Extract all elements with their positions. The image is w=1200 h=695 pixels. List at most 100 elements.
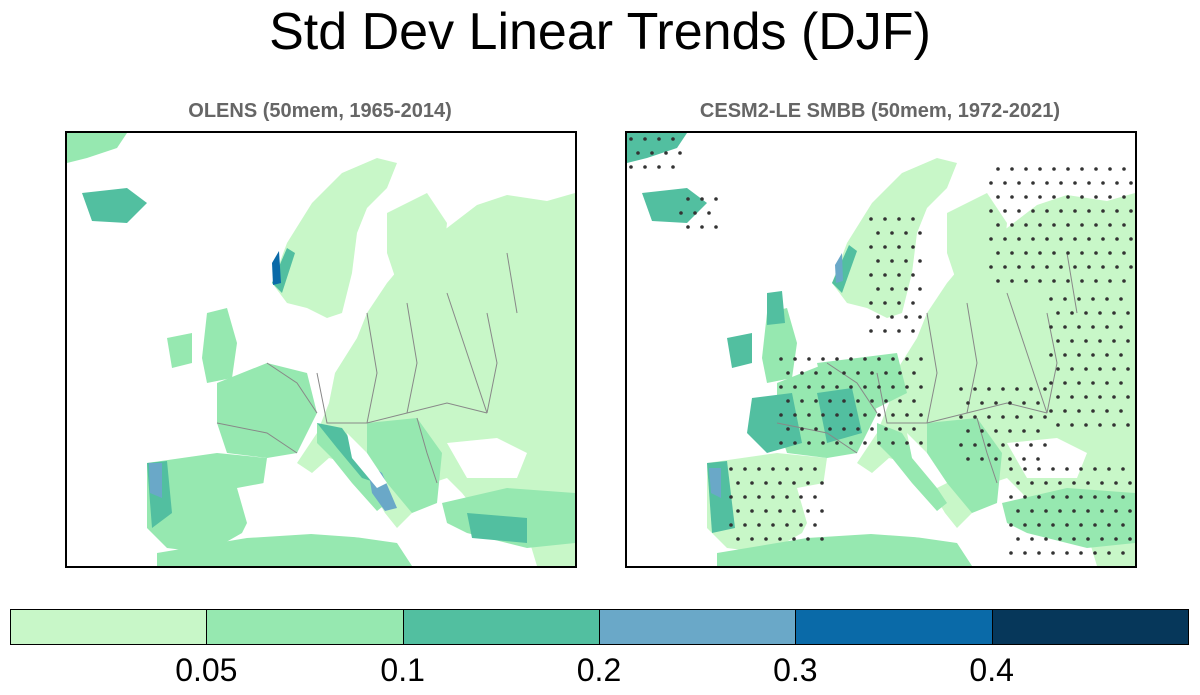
colorbar-box: [10, 609, 208, 645]
stipple-dot: [650, 151, 654, 155]
stipple-dot: [1037, 551, 1041, 555]
stipple-dot: [890, 259, 894, 263]
stipple-dot: [1091, 353, 1095, 357]
map-cesm2: [627, 133, 1135, 566]
stipple-dot: [835, 385, 839, 389]
stipple-dot: [1044, 481, 1048, 485]
stipple-dot: [1122, 251, 1126, 255]
stipple-dot: [1070, 423, 1074, 427]
stipple-dot: [1107, 467, 1111, 471]
country-borders: [216, 252, 518, 484]
stipple-dot: [1080, 251, 1084, 255]
stipple-dot: [883, 217, 887, 221]
stipple-dot: [764, 481, 768, 485]
stipple-dot: [1084, 311, 1088, 315]
stipple-dot: [904, 315, 908, 319]
stipple-dot: [1003, 237, 1007, 241]
stipple-dot: [849, 357, 853, 361]
stipple-dot: [1115, 181, 1119, 185]
land-britain: [202, 308, 237, 383]
stipple-dot: [1073, 265, 1077, 269]
stipple-dot: [686, 197, 690, 201]
stipple-dot: [912, 427, 916, 431]
stipple-dot: [1056, 395, 1060, 399]
trend-turkey-south: [467, 513, 527, 543]
colorbar-box: [795, 609, 993, 645]
stipple-dot: [714, 225, 718, 229]
stipple-dot: [1087, 209, 1091, 213]
stipple-dot: [891, 357, 895, 361]
stipple-dot: [1114, 509, 1118, 513]
stipple-dot: [1037, 467, 1041, 471]
stipple-dot: [679, 211, 683, 215]
land-italy: [317, 423, 387, 511]
stipple-dot: [883, 329, 887, 333]
stipple-dot: [1119, 381, 1123, 385]
stipple-dot: [1122, 223, 1126, 227]
stipple-dot: [1114, 481, 1118, 485]
stipple-dot: [664, 151, 668, 155]
stipple-dot: [657, 137, 661, 141]
stipple-dot: [1119, 353, 1123, 357]
stipple-dot: [1066, 195, 1070, 199]
stipple-dot: [1073, 237, 1077, 241]
stipple-dot: [828, 399, 832, 403]
stipple-dot: [1093, 523, 1097, 527]
stipple-dot: [1128, 481, 1132, 485]
stipple-dot: [918, 259, 922, 263]
stipple-dot: [835, 441, 839, 445]
stipple-dot: [966, 457, 970, 461]
stipple-dot: [1003, 209, 1007, 213]
stipple-dot: [1031, 265, 1035, 269]
stipple-dot: [1112, 367, 1116, 371]
stipple-dot: [729, 467, 733, 471]
land-balkans: [927, 418, 1002, 513]
stipple-dot: [919, 357, 923, 361]
trend-iberia-peak: [709, 468, 721, 498]
trend-iceland: [97, 195, 132, 215]
stipple-dot: [884, 427, 888, 431]
stipple-dot: [989, 181, 993, 185]
stipple-dot: [678, 151, 682, 155]
stipple-dot: [869, 217, 873, 221]
stipple-dot: [786, 371, 790, 375]
stipple-dot: [959, 443, 963, 447]
stipple-dot: [813, 495, 817, 499]
stipple-dot: [994, 457, 998, 461]
stipple-dot: [980, 401, 984, 405]
country-borders: [776, 252, 1078, 484]
stipple-dot: [876, 287, 880, 291]
land-finland: [387, 193, 447, 293]
stipple-dot: [883, 301, 887, 305]
stipple-dot: [1119, 297, 1123, 301]
stipple-dot: [891, 413, 895, 417]
map-olens: [67, 133, 575, 566]
stipple-dot: [1009, 551, 1013, 555]
stipple-dot: [1065, 495, 1069, 499]
stipple-dot: [793, 357, 797, 361]
stipple-dot: [1051, 467, 1055, 471]
stipple-dot: [1086, 481, 1090, 485]
stipple-dot: [1122, 195, 1126, 199]
stipple-dot: [1077, 353, 1081, 357]
trend-scotland: [767, 291, 785, 325]
stipple-dot: [1129, 237, 1133, 241]
stipple-dot: [1094, 223, 1098, 227]
stipple-dot: [629, 137, 633, 141]
stipple-dot: [1008, 429, 1012, 433]
stipple-dot: [842, 371, 846, 375]
stipple-dot: [1036, 457, 1040, 461]
stipple-dot: [1112, 395, 1116, 399]
stipple-dot: [1031, 237, 1035, 241]
stipple-dot: [1098, 311, 1102, 315]
stipple-dot: [1066, 167, 1070, 171]
stipple-dot: [820, 537, 824, 541]
stipple-dot: [1098, 339, 1102, 343]
stipple-dot: [1029, 443, 1033, 447]
stipple-dot: [996, 223, 1000, 227]
stipple-dot: [771, 467, 775, 471]
stipple-dot: [764, 537, 768, 541]
colorbar-tick-label: 0.3: [773, 652, 818, 688]
stipple-dot: [1029, 387, 1033, 391]
stipple-dot: [870, 371, 874, 375]
